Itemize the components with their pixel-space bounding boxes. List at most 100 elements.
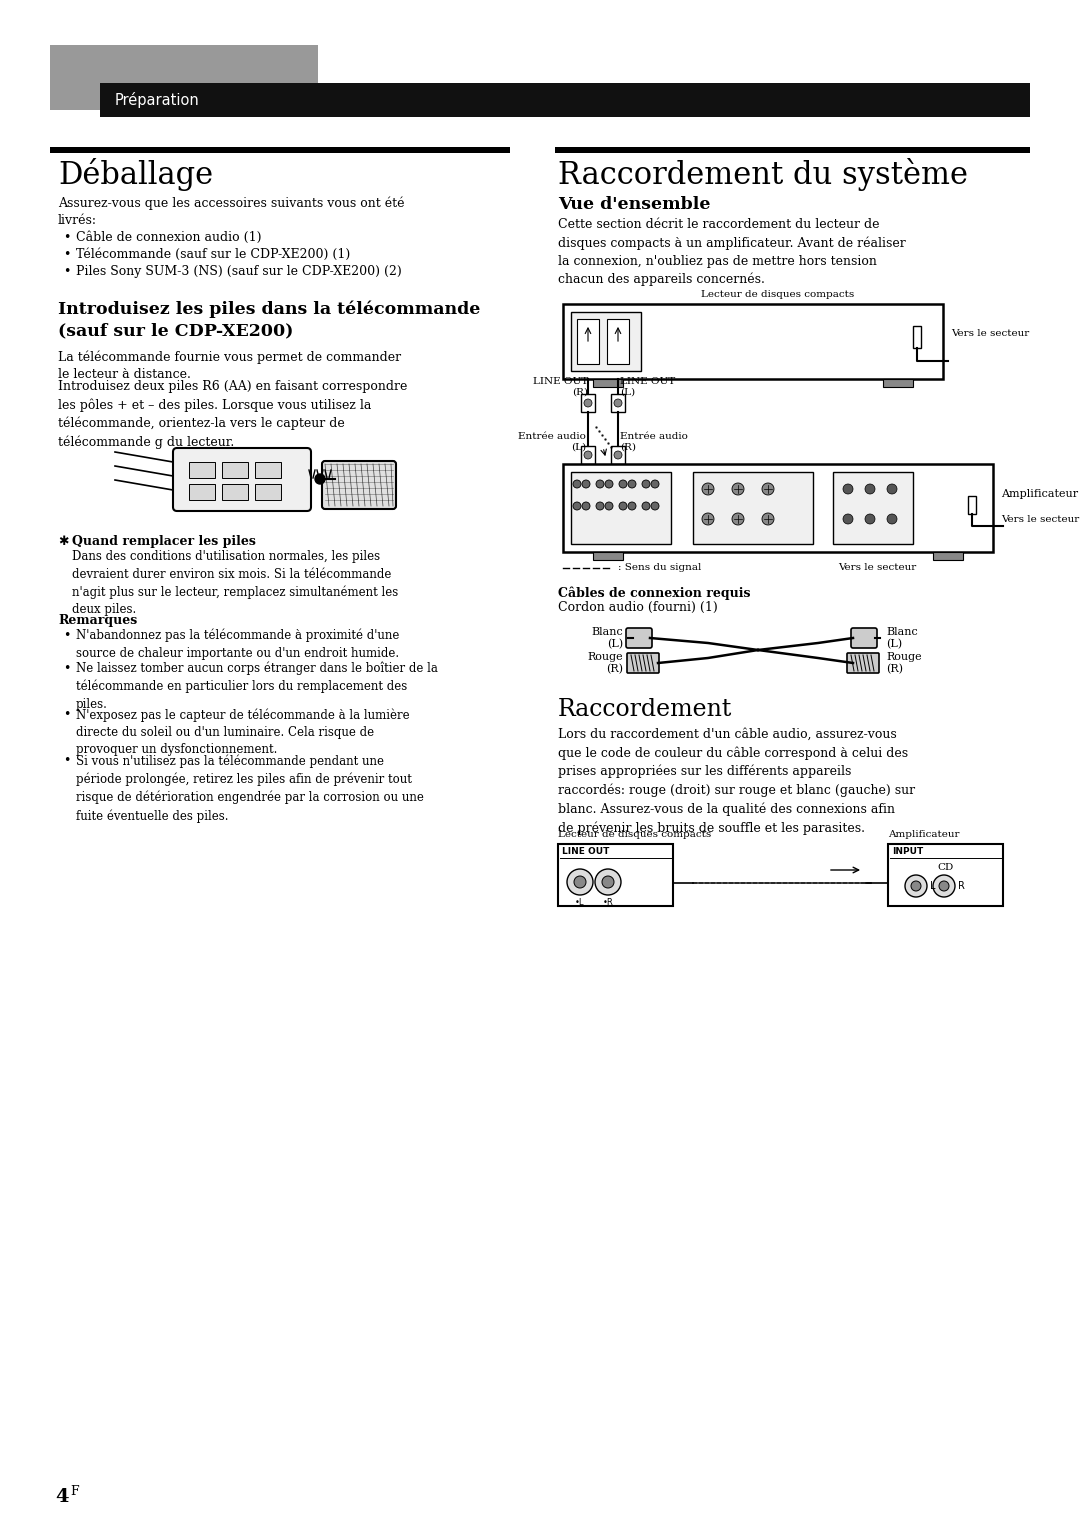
Circle shape xyxy=(605,480,613,487)
Circle shape xyxy=(582,503,590,510)
Text: Vers le secteur: Vers le secteur xyxy=(838,564,916,573)
Text: N'exposez pas le capteur de télécommande à la lumière
directe du soleil ou d'un : N'exposez pas le capteur de télécommande… xyxy=(76,707,409,756)
Circle shape xyxy=(602,876,615,888)
Bar xyxy=(50,44,318,110)
Circle shape xyxy=(702,513,714,526)
Circle shape xyxy=(567,869,593,895)
Text: •R: •R xyxy=(603,898,613,908)
Bar xyxy=(833,472,913,544)
Circle shape xyxy=(843,513,853,524)
Circle shape xyxy=(615,451,622,458)
Circle shape xyxy=(651,503,659,510)
Text: F: F xyxy=(70,1485,79,1497)
Bar xyxy=(222,461,248,478)
Circle shape xyxy=(627,480,636,487)
Text: Piles Sony SUM-3 (NS) (sauf sur le CDP-XE200) (2): Piles Sony SUM-3 (NS) (sauf sur le CDP-X… xyxy=(76,264,402,278)
Bar xyxy=(563,304,943,379)
Bar xyxy=(607,319,629,364)
Circle shape xyxy=(732,513,744,526)
Text: •: • xyxy=(63,264,70,278)
Circle shape xyxy=(315,474,325,484)
Circle shape xyxy=(573,480,581,487)
Text: •: • xyxy=(63,707,70,721)
Text: Introduisez les piles dans la télécommande
(sauf sur le CDP-XE200): Introduisez les piles dans la télécomman… xyxy=(58,299,481,339)
Circle shape xyxy=(912,882,921,891)
Text: Déballage: Déballage xyxy=(58,157,213,191)
Circle shape xyxy=(615,399,622,406)
Circle shape xyxy=(627,503,636,510)
FancyBboxPatch shape xyxy=(173,448,311,510)
Text: •: • xyxy=(63,662,70,674)
Text: R: R xyxy=(958,882,964,891)
Text: Vers le secteur: Vers le secteur xyxy=(1001,515,1079,524)
Text: ✱: ✱ xyxy=(58,535,68,549)
Text: Entrée audio
(L): Entrée audio (L) xyxy=(518,432,586,451)
Text: Cette section décrit le raccordement du lecteur de
disques compacts à un amplifi: Cette section décrit le raccordement du … xyxy=(558,219,906,287)
Text: Cordon audio (fourni) (1): Cordon audio (fourni) (1) xyxy=(558,601,718,614)
Circle shape xyxy=(651,480,659,487)
Bar xyxy=(968,497,976,513)
Bar xyxy=(555,147,1030,153)
Bar xyxy=(571,312,642,371)
Circle shape xyxy=(584,399,592,406)
FancyBboxPatch shape xyxy=(847,652,879,672)
Bar xyxy=(558,843,673,906)
Text: Préparation: Préparation xyxy=(114,92,200,108)
Text: Amplificateur: Amplificateur xyxy=(1001,489,1078,500)
Text: Ne laissez tomber aucun corps étranger dans le boîtier de la
télécommande en par: Ne laissez tomber aucun corps étranger d… xyxy=(76,662,437,711)
Circle shape xyxy=(865,484,875,494)
Bar xyxy=(581,446,595,465)
Circle shape xyxy=(584,451,592,458)
Text: Blanc
(L): Blanc (L) xyxy=(591,626,623,649)
Bar xyxy=(611,446,625,465)
FancyBboxPatch shape xyxy=(851,628,877,648)
Circle shape xyxy=(642,503,650,510)
Text: LINE OUT
(L): LINE OUT (L) xyxy=(620,377,675,396)
Text: Câbles de connexion requis: Câbles de connexion requis xyxy=(558,587,751,599)
FancyBboxPatch shape xyxy=(322,461,396,509)
Bar xyxy=(581,394,595,413)
Text: : Sens du signal: : Sens du signal xyxy=(618,564,701,573)
Bar xyxy=(888,843,1003,906)
Text: Raccordement: Raccordement xyxy=(558,698,732,721)
Circle shape xyxy=(642,480,650,487)
Circle shape xyxy=(596,503,604,510)
Circle shape xyxy=(865,513,875,524)
Text: Dans des conditions d'utilisation normales, les piles
devraient durer environ si: Dans des conditions d'utilisation normal… xyxy=(72,550,399,616)
Text: 4: 4 xyxy=(55,1488,68,1507)
Circle shape xyxy=(887,484,897,494)
Bar xyxy=(100,83,1030,118)
Text: Lecteur de disques compacts: Lecteur de disques compacts xyxy=(558,830,712,839)
Text: L: L xyxy=(930,882,935,891)
Circle shape xyxy=(905,876,927,897)
Text: LINE OUT
(R): LINE OUT (R) xyxy=(532,377,588,396)
Text: Introduisez deux piles R6 (AA) en faisant correspondre
les pôles + et – des pile: Introduisez deux piles R6 (AA) en faisan… xyxy=(58,380,407,449)
Circle shape xyxy=(933,876,955,897)
Text: •: • xyxy=(63,231,70,244)
Circle shape xyxy=(595,869,621,895)
Bar xyxy=(255,484,281,500)
Bar xyxy=(593,552,623,559)
Bar xyxy=(693,472,813,544)
Circle shape xyxy=(762,483,774,495)
Text: •: • xyxy=(63,630,70,642)
Bar xyxy=(50,147,510,153)
Circle shape xyxy=(843,484,853,494)
Circle shape xyxy=(702,483,714,495)
Text: Blanc
(L): Blanc (L) xyxy=(886,626,918,649)
Text: Rouge
(R): Rouge (R) xyxy=(588,652,623,674)
Bar xyxy=(611,394,625,413)
Text: Si vous n'utilisez pas la télécommande pendant une
période prolongée, retirez le: Si vous n'utilisez pas la télécommande p… xyxy=(76,755,423,822)
Text: Rouge
(R): Rouge (R) xyxy=(886,652,921,674)
Text: Remarques: Remarques xyxy=(58,614,137,626)
Text: Raccordement du système: Raccordement du système xyxy=(558,157,968,191)
Text: LINE OUT: LINE OUT xyxy=(562,847,609,856)
Circle shape xyxy=(573,876,586,888)
Bar xyxy=(222,484,248,500)
FancyBboxPatch shape xyxy=(626,628,652,648)
Text: Câble de connexion audio (1): Câble de connexion audio (1) xyxy=(76,231,261,244)
Text: N'abandonnez pas la télécommande à proximité d'une
source de chaleur importante : N'abandonnez pas la télécommande à proxi… xyxy=(76,630,400,660)
Bar xyxy=(933,552,963,559)
Text: Vers le secteur: Vers le secteur xyxy=(951,330,1029,339)
Circle shape xyxy=(573,503,581,510)
